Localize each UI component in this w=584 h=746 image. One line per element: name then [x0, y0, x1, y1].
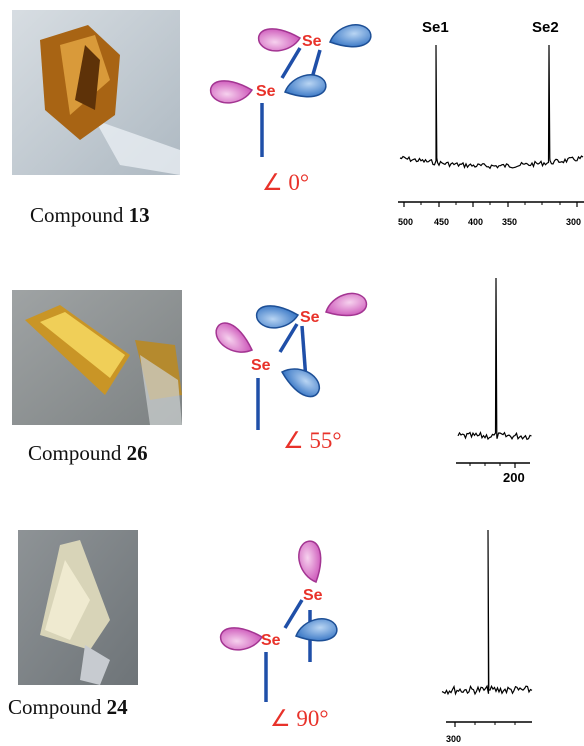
photo	[12, 290, 182, 425]
photo	[12, 10, 180, 175]
orbital-diagram: Se Se	[211, 291, 368, 430]
spectrum-trace	[442, 530, 532, 694]
axis-tick-label: 350	[502, 217, 517, 227]
atom-label: Se	[302, 33, 322, 50]
photo	[18, 530, 138, 685]
figure: Compound 13 Compound 26 Compound 24 Se S…	[0, 0, 584, 746]
caption-label: Compound	[28, 441, 122, 465]
atom-label: Se	[300, 309, 320, 326]
axis-tick-label: 400	[468, 217, 483, 227]
axis-tick-label: 300	[446, 734, 461, 744]
peak-label: Se2	[532, 19, 559, 36]
spectrum-trace	[400, 45, 583, 168]
caption-number: 13	[129, 203, 150, 227]
peak-label: Se1	[422, 19, 449, 36]
axis-tick-label: 450	[434, 217, 449, 227]
atom-label: Se	[261, 632, 281, 649]
orbital-diagram: Se Se	[220, 540, 338, 702]
caption-label: Compound	[8, 695, 102, 719]
caption: Compound 13	[30, 203, 150, 227]
axis-tick-label: 500	[398, 217, 413, 227]
axis-tick-label: 200	[503, 470, 525, 485]
axis-tick-label: 300	[566, 217, 581, 227]
caption-number: 24	[107, 695, 129, 719]
orbital-diagram: Se Se	[210, 23, 372, 157]
atom-label: Se	[251, 357, 271, 374]
angle-label: ∠ 90°	[270, 706, 329, 731]
angle-label: ∠ 0°	[262, 170, 309, 195]
spectrum-trace	[458, 278, 532, 439]
caption-number: 26	[127, 441, 148, 465]
atom-label: Se	[303, 587, 323, 604]
caption: Compound 24	[8, 695, 128, 719]
atom-label: Se	[256, 83, 276, 100]
caption-label: Compound	[30, 203, 124, 227]
caption: Compound 26	[28, 441, 148, 465]
angle-label: ∠ 55°	[283, 428, 342, 453]
